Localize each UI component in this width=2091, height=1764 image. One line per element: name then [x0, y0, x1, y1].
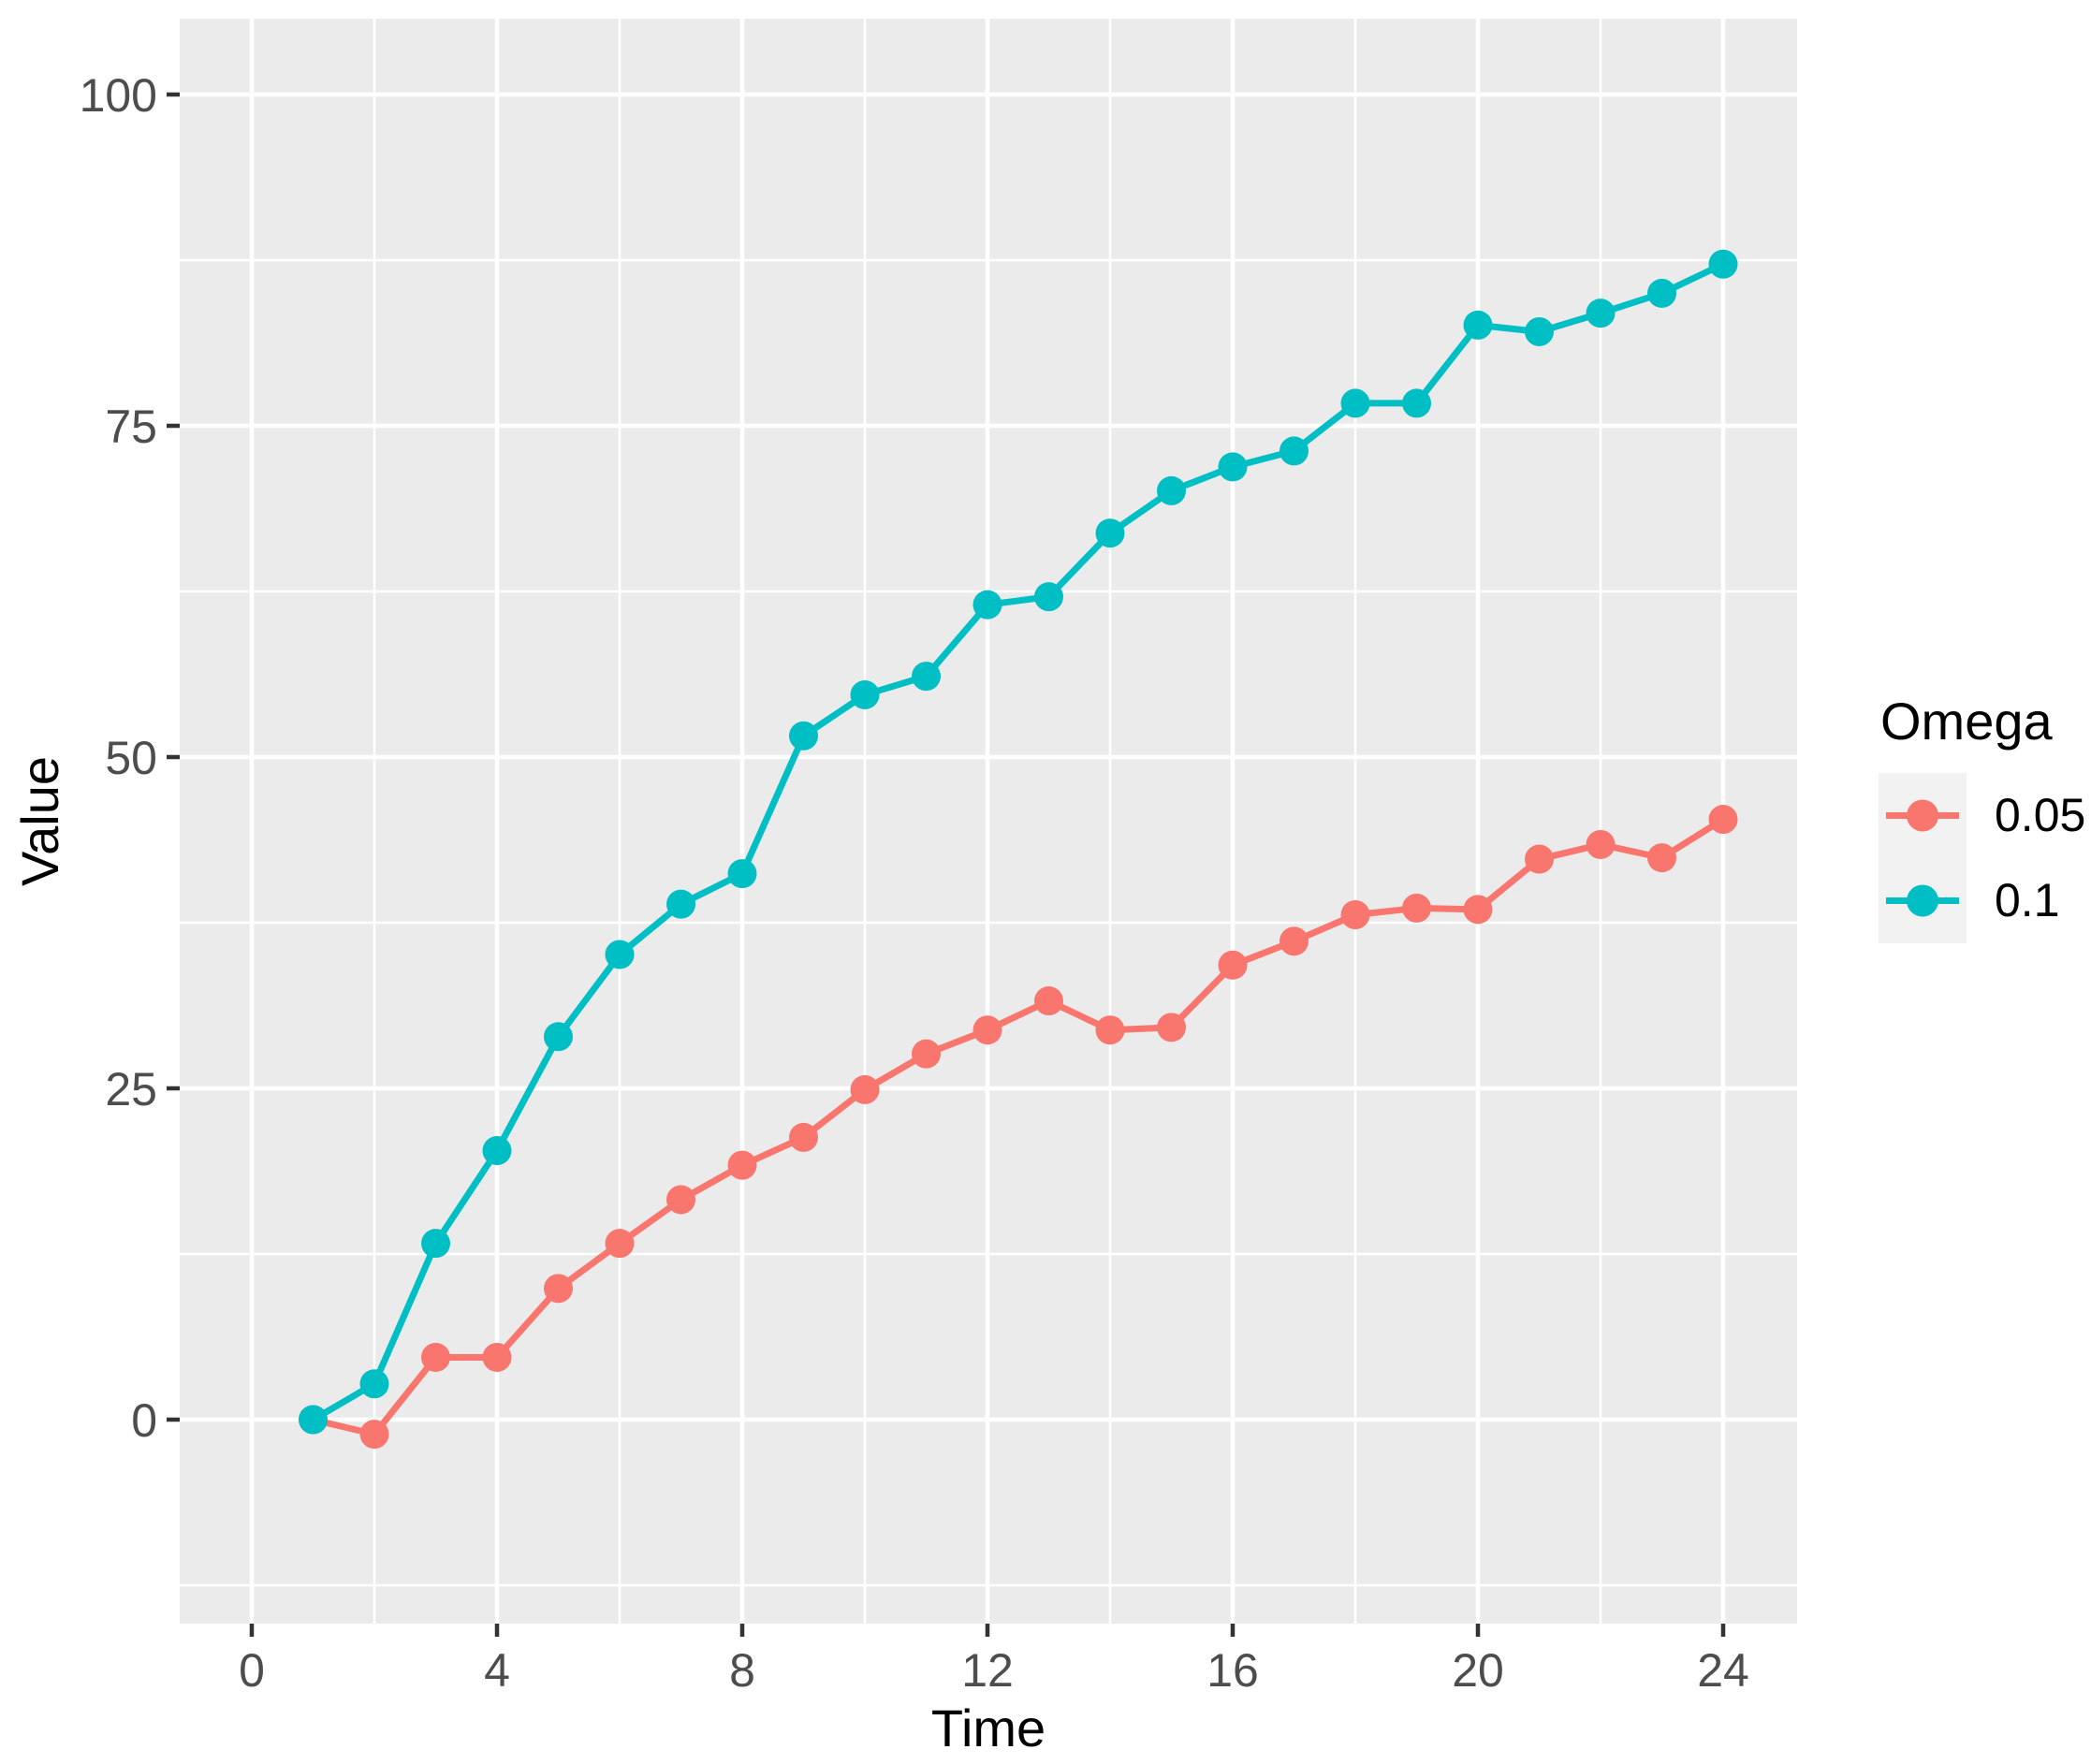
data-point-0.05	[666, 1185, 695, 1215]
y-tick-label: 75	[105, 401, 157, 453]
data-point-0.1	[299, 1405, 328, 1435]
data-point-0.1	[850, 679, 880, 709]
data-point-0.1	[1463, 310, 1493, 340]
data-point-0.05	[1157, 1013, 1186, 1042]
x-tick-label: 12	[961, 1644, 1014, 1697]
y-tick-label: 0	[131, 1394, 157, 1447]
data-point-0.05	[1279, 926, 1309, 956]
data-point-0.1	[544, 1022, 573, 1052]
x-tick-label: 20	[1452, 1644, 1504, 1697]
y-tick-label: 25	[105, 1063, 157, 1115]
data-point-0.05	[1647, 843, 1676, 873]
legend-label-005: 0.05	[1995, 789, 2086, 842]
legend-item-01: 0.1	[1879, 857, 2085, 943]
data-point-0.05	[544, 1274, 573, 1304]
data-point-0.05	[1586, 829, 1616, 859]
data-point-0.05	[482, 1342, 512, 1372]
y-axis-title: Value	[10, 756, 69, 886]
data-point-0.1	[1525, 316, 1554, 346]
legend-label-01: 0.1	[1995, 874, 2060, 927]
x-tick-label: 8	[729, 1644, 755, 1697]
data-point-0.05	[1095, 1015, 1125, 1045]
legend: Omega 0.05 0.1	[1879, 692, 2085, 943]
data-point-0.1	[1034, 582, 1063, 612]
data-point-0.05	[1340, 900, 1370, 930]
data-point-0.1	[972, 590, 1002, 620]
data-point-0.1	[727, 859, 757, 889]
data-point-0.1	[1647, 278, 1676, 308]
legend-glyph-line-dot-red	[1886, 799, 1959, 832]
x-tick-label: 0	[239, 1644, 265, 1697]
data-point-0.05	[1463, 895, 1493, 925]
data-point-0.05	[789, 1122, 818, 1152]
data-point-0.1	[1095, 518, 1125, 548]
y-tick-label: 50	[105, 732, 157, 784]
data-point-0.1	[1340, 388, 1370, 418]
legend-key-005	[1879, 772, 1967, 858]
legend-item-005: 0.05	[1879, 772, 2086, 858]
data-point-0.1	[421, 1229, 450, 1259]
data-point-0.1	[912, 662, 941, 692]
data-point-0.05	[850, 1074, 880, 1104]
data-point-0.1	[1157, 475, 1186, 505]
data-point-0.05	[1034, 986, 1063, 1016]
x-tick-label: 24	[1697, 1644, 1749, 1697]
data-point-0.05	[605, 1229, 635, 1259]
legend-key-01	[1879, 857, 1967, 943]
legend-keys: 0.05 0.1	[1879, 772, 2086, 943]
data-point-0.1	[482, 1136, 512, 1166]
data-point-0.1	[1402, 388, 1431, 418]
data-point-0.05	[1402, 893, 1431, 923]
data-point-0.05	[972, 1015, 1002, 1045]
data-point-0.05	[421, 1342, 450, 1372]
data-point-0.1	[605, 940, 635, 969]
data-point-0.1	[789, 721, 818, 751]
legend-title: Omega	[1880, 692, 2053, 751]
data-point-0.1	[359, 1369, 389, 1399]
x-axis-title: Time	[931, 1698, 1046, 1757]
data-point-0.1	[1708, 249, 1738, 279]
data-point-0.05	[912, 1039, 941, 1069]
y-tick-label: 100	[80, 69, 157, 122]
data-point-0.05	[1525, 844, 1554, 874]
data-point-0.1	[1279, 436, 1309, 466]
data-point-0.05	[727, 1150, 757, 1180]
legend-glyph-line-dot-teal	[1886, 884, 1959, 917]
data-point-0.1	[666, 889, 695, 919]
x-tick-label: 16	[1206, 1644, 1259, 1697]
data-point-0.05	[1218, 950, 1248, 980]
x-tick-label: 4	[484, 1644, 510, 1697]
data-point-0.05	[359, 1420, 389, 1450]
data-point-0.05	[1708, 805, 1738, 835]
data-point-0.1	[1586, 299, 1616, 328]
data-point-0.1	[1218, 452, 1248, 482]
